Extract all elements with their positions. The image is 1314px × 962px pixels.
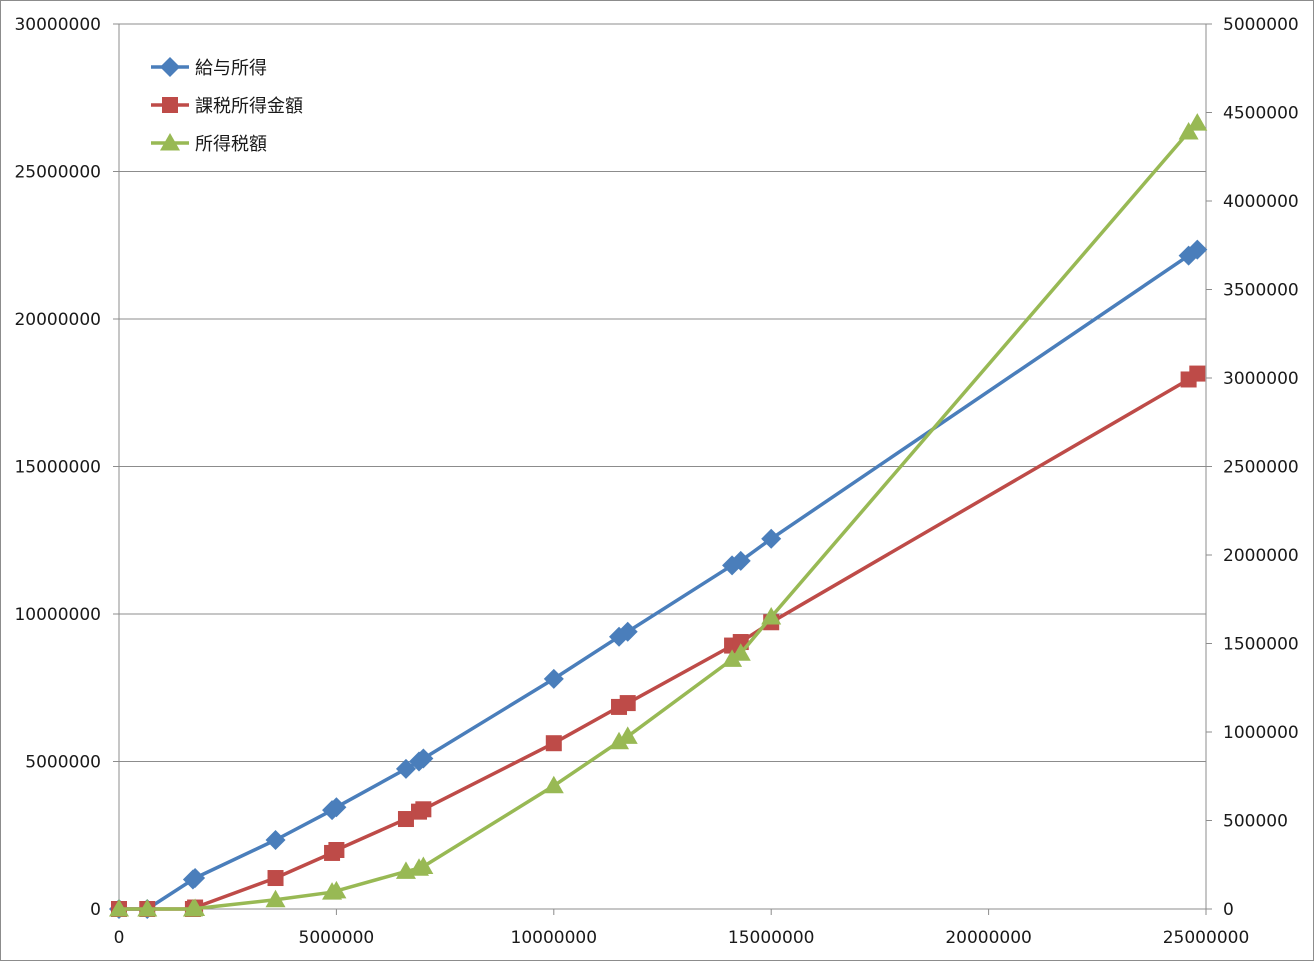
- series-1: [109, 239, 1208, 919]
- data-point: [617, 726, 638, 744]
- y2-tick-label: 500000: [1223, 812, 1288, 832]
- data-point: [545, 735, 562, 752]
- x-tick-label: 15000000: [728, 928, 815, 948]
- data-point: [543, 775, 564, 794]
- axes: 0500000010000000150000002000000025000000…: [14, 15, 1298, 948]
- data-point: [761, 528, 782, 549]
- data-point: [730, 550, 751, 571]
- y2-tick-label: 5000000: [1223, 15, 1299, 35]
- y-tick-label: 0: [90, 900, 101, 920]
- y2-tick-label: 4500000: [1223, 104, 1299, 124]
- y-tick-label: 25000000: [14, 163, 101, 183]
- data-point: [326, 880, 347, 899]
- y-tick-label: 30000000: [14, 15, 101, 35]
- y2-tick-label: 2000000: [1223, 546, 1299, 566]
- data-point: [619, 695, 636, 712]
- data-point: [722, 649, 743, 667]
- data-point: [415, 801, 432, 818]
- data-point: [413, 748, 434, 769]
- data-point: [397, 811, 414, 828]
- data-point: [761, 606, 782, 625]
- x-tick-label: 20000000: [945, 928, 1032, 948]
- y-tick-label: 10000000: [14, 605, 101, 625]
- y2-tick-label: 2500000: [1223, 458, 1299, 478]
- legend-marker: [162, 97, 178, 113]
- y2-tick-label: 1500000: [1223, 635, 1299, 655]
- x-tick-label: 5000000: [299, 928, 375, 948]
- series-3: [109, 113, 1208, 917]
- series-line: [117, 121, 1200, 911]
- x-tick-label: 10000000: [511, 928, 598, 948]
- legend-label: 課税所得金額: [195, 96, 303, 117]
- data-point: [267, 870, 284, 887]
- legend-label: 給与所得: [195, 58, 267, 79]
- y2-tick-label: 4000000: [1223, 192, 1299, 212]
- data-point: [1178, 121, 1199, 140]
- data-point: [1187, 239, 1208, 260]
- data-point: [730, 643, 751, 661]
- y2-tick-label: 3500000: [1223, 281, 1299, 301]
- data-point: [1189, 365, 1206, 382]
- data-point: [609, 731, 630, 750]
- data-point: [326, 797, 347, 818]
- data-point: [265, 889, 286, 908]
- legend-marker: [160, 133, 180, 151]
- legend-entry: 所得税額: [151, 133, 267, 155]
- data-point: [265, 829, 286, 850]
- data-point: [1187, 113, 1208, 131]
- plot-series: [109, 113, 1208, 919]
- series-line: [117, 247, 1200, 911]
- data-point: [328, 842, 345, 858]
- y-tick-label: 5000000: [25, 753, 101, 773]
- data-point: [413, 856, 434, 875]
- gridlines: [119, 23, 1206, 762]
- legend-label: 所得税額: [195, 134, 267, 155]
- data-point: [109, 899, 129, 917]
- data-point: [185, 898, 206, 917]
- legend-entry: 課税所得金額: [151, 96, 303, 117]
- data-point: [185, 868, 206, 889]
- series-line: [117, 371, 1200, 911]
- data-point: [543, 668, 564, 689]
- y2-tick-label: 1000000: [1223, 723, 1299, 743]
- y2-tick-label: 0: [1223, 900, 1234, 920]
- legend-entry: 給与所得: [151, 57, 267, 79]
- y2-tick-label: 3000000: [1223, 369, 1299, 389]
- legend-marker: [160, 57, 180, 77]
- data-point: [395, 758, 416, 779]
- y-tick-label: 20000000: [14, 310, 101, 330]
- x-tick-label: 0: [114, 928, 125, 948]
- x-tick-label: 25000000: [1163, 928, 1250, 948]
- data-point: [137, 899, 158, 917]
- y-tick-label: 15000000: [14, 458, 101, 478]
- data-point: [617, 621, 638, 642]
